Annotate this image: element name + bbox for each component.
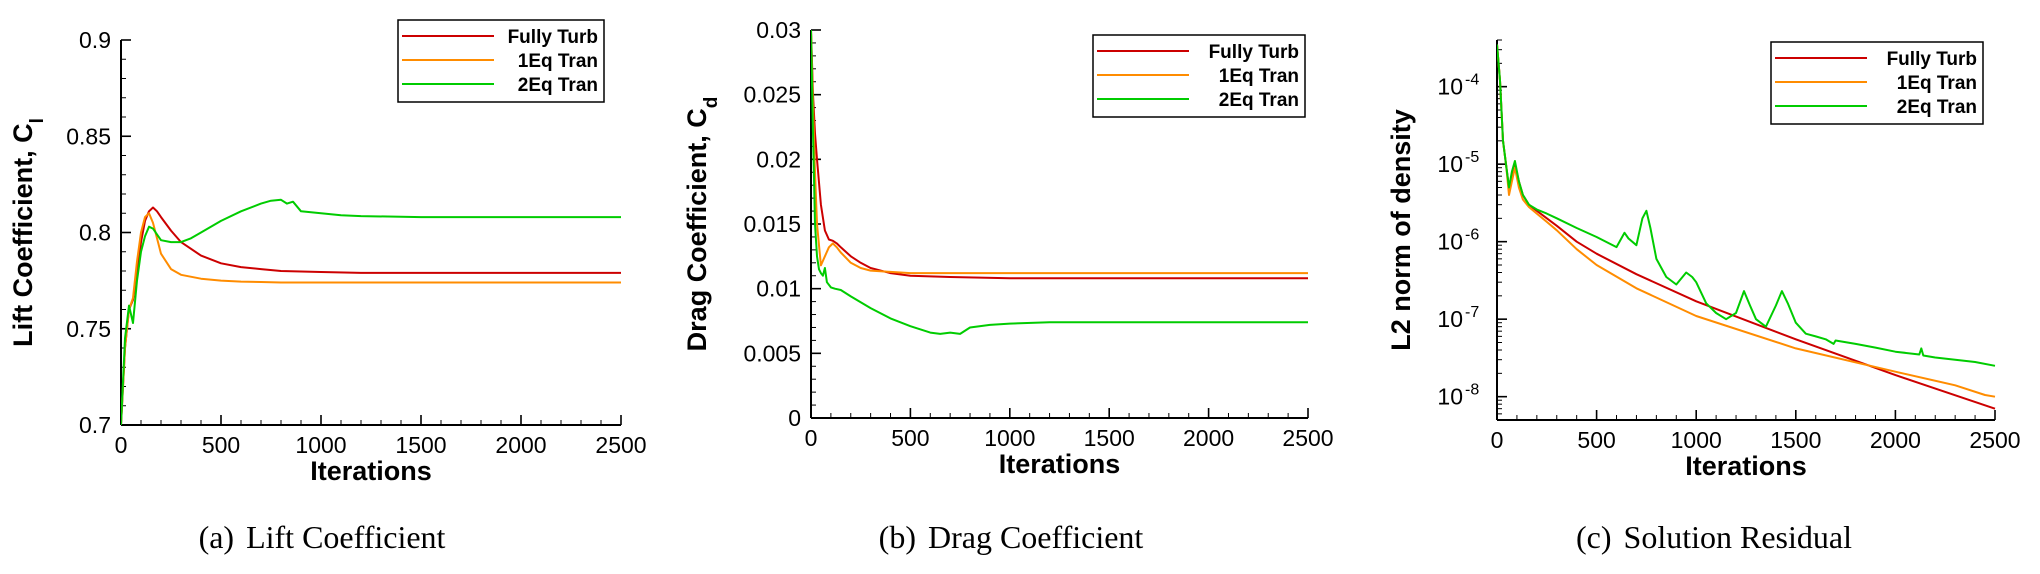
x-tick-label: 0 <box>1491 427 1504 453</box>
x-tick-label: 2500 <box>595 432 646 458</box>
y-tick-label: 0.03 <box>756 17 801 43</box>
x-tick-label: 500 <box>202 432 240 458</box>
legend-label: Fully Turb <box>1887 49 1977 70</box>
chart-1: 0 500 1000 1500 2000 2500 0.7 0.75 0.8 0.85 0.9 Ite… <box>8 19 647 486</box>
series-line-3 <box>1497 44 1996 367</box>
y-tick-label: 10 <box>1437 151 1463 177</box>
caption-c-tag: (c) <box>1576 519 1612 555</box>
x-tick-label: 2500 <box>1969 427 2020 453</box>
legend-label: Fully Turb <box>508 27 598 48</box>
x-axis-label: Iterations <box>999 449 1121 479</box>
x-tick-label: 1500 <box>1084 425 1135 451</box>
y-tick-label: 0 <box>788 405 801 431</box>
series-line-3 <box>811 29 1308 335</box>
y-tick-label: 0.85 <box>66 123 111 149</box>
x-tick-label: 1000 <box>984 425 1035 451</box>
caption-c-text: Solution Residual <box>1623 519 1852 555</box>
x-tick-label: 1000 <box>295 432 346 458</box>
y-tick-label: 10 <box>1437 74 1463 100</box>
y-tick-exponent: -8 <box>1465 382 1479 399</box>
caption-b: (b) Drag Coefficient <box>879 515 1144 559</box>
x-tick-label: 1000 <box>1671 427 1722 453</box>
y-tick-label: 0.02 <box>756 146 801 172</box>
chart-2: 0 500 1000 1500 2000 2500 0 0.005 0.01 0.015 0.02 0… <box>682 17 1334 479</box>
y-tick-label: 0.8 <box>79 220 111 246</box>
y-tick-label: 0.015 <box>743 211 801 237</box>
y-tick-label: 0.005 <box>743 340 801 366</box>
y-axis-label: Lift Coefficient, Cl <box>8 118 48 347</box>
legend-label: 2Eq Tran <box>1897 97 1977 118</box>
y-tick-label: 0.75 <box>66 316 111 342</box>
x-axis-label: Iterations <box>310 456 432 486</box>
y-tick-label: 10 <box>1437 229 1463 255</box>
x-axis-label: Iterations <box>1685 451 1807 481</box>
y-axis-label-subscript: l <box>27 118 48 123</box>
y-tick-label: 10 <box>1437 384 1463 410</box>
x-tick-label: 2000 <box>495 432 546 458</box>
series-line-2 <box>121 212 621 425</box>
y-axis-label: L2 norm of density <box>1386 109 1416 351</box>
y-tick-label: 10 <box>1437 306 1463 332</box>
legend-label: 1Eq Tran <box>518 51 598 72</box>
x-tick-label: 1500 <box>395 432 446 458</box>
y-tick-exponent: -6 <box>1465 227 1479 244</box>
caption-c: (c) Solution Residual <box>1576 515 1852 559</box>
x-tick-label: 500 <box>891 425 929 451</box>
caption-a-text: Lift Coefficient <box>246 519 446 555</box>
caption-b-tag: (b) <box>878 519 916 555</box>
chart-3: 0 500 1000 1500 2000 250010-810-710-610-510-4… <box>1386 39 2021 481</box>
x-tick-label: 0 <box>115 432 128 458</box>
y-tick-exponent: -5 <box>1465 149 1479 166</box>
legend-label: 2Eq Tran <box>518 75 598 96</box>
legend-label: 2Eq Tran <box>1219 90 1299 111</box>
x-tick-label: 2500 <box>1282 425 1333 451</box>
x-tick-label: 2000 <box>1183 425 1234 451</box>
x-tick-label: 2000 <box>1870 427 1921 453</box>
series-line-1 <box>121 206 621 425</box>
legend-label: 1Eq Tran <box>1897 73 1977 94</box>
legend-label: 1Eq Tran <box>1219 66 1299 87</box>
legend-label: Fully Turb <box>1209 42 1299 63</box>
y-tick-exponent: -4 <box>1465 72 1479 89</box>
caption-a: (a) Lift Coefficient <box>199 515 446 559</box>
y-axis-label: Drag Coefficient, Cd <box>682 97 722 352</box>
caption-a-tag: (a) <box>198 519 235 555</box>
caption-b-text: Drag Coefficient <box>927 519 1144 555</box>
y-tick-label: 0.7 <box>79 412 111 438</box>
x-tick-label: 500 <box>1577 427 1615 453</box>
y-tick-label: 0.01 <box>756 276 801 302</box>
series-line-1 <box>811 29 1308 280</box>
series-line-3 <box>121 198 621 425</box>
y-tick-label: 0.9 <box>79 27 111 53</box>
y-tick-label: 0.025 <box>743 82 801 108</box>
y-axis-label-subscript: d <box>701 97 722 109</box>
x-tick-label: 0 <box>805 425 818 451</box>
series-line-2 <box>811 29 1308 275</box>
y-tick-exponent: -7 <box>1465 304 1479 321</box>
x-tick-label: 1500 <box>1770 427 1821 453</box>
